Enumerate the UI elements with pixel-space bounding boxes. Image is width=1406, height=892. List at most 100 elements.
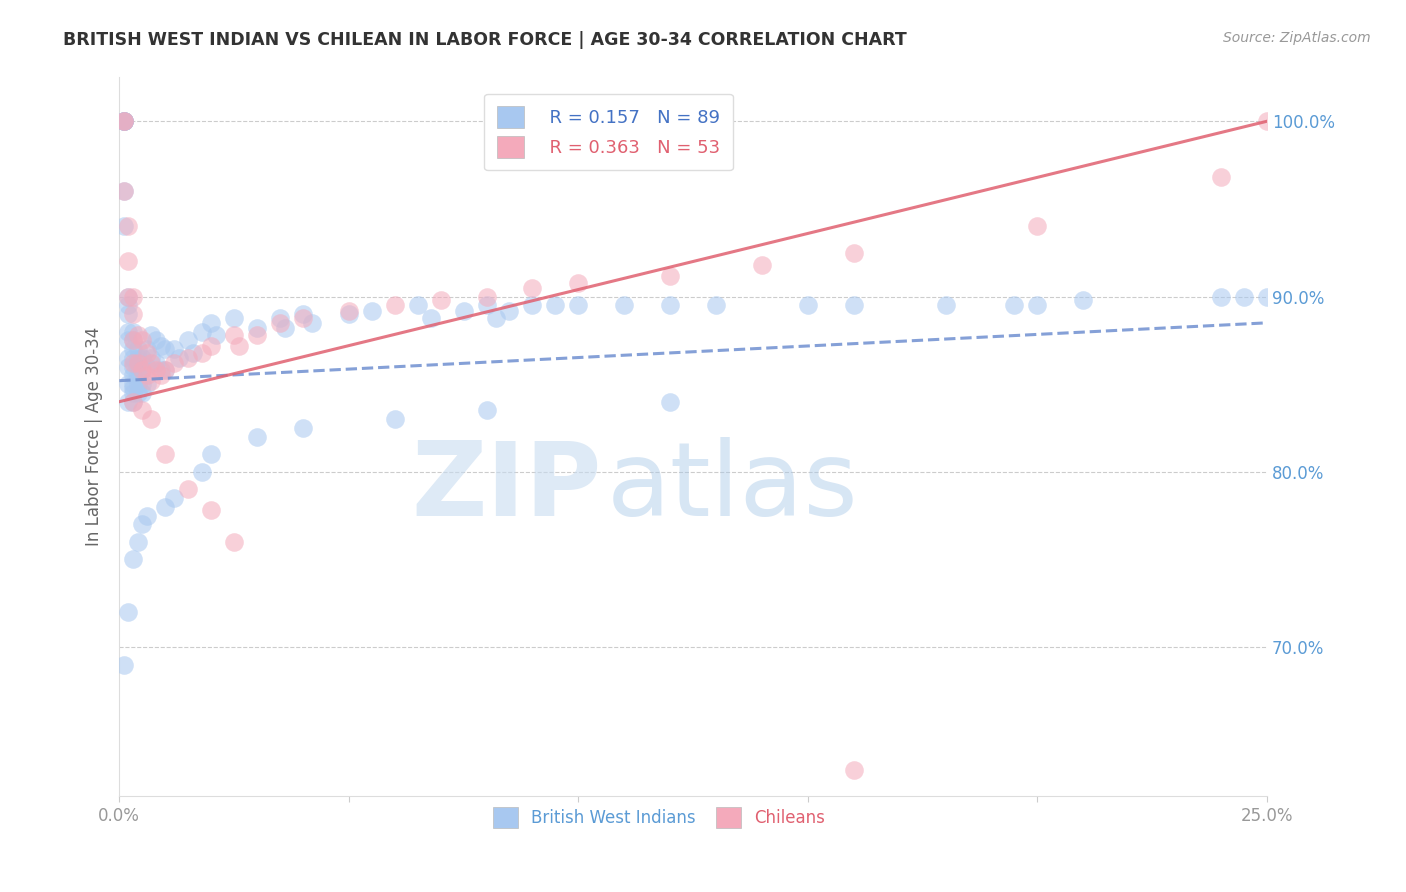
Point [122, 334, 145, 348]
Point [112, 114, 135, 128]
Point [191, 325, 214, 339]
Point [659, 394, 682, 409]
Point [704, 298, 727, 312]
Point [384, 298, 406, 312]
Point [246, 328, 269, 343]
Point [475, 403, 498, 417]
Point [131, 403, 153, 417]
Point [112, 114, 135, 128]
Point [153, 342, 176, 356]
Point [177, 351, 200, 365]
Point [567, 276, 589, 290]
Text: Source: ZipAtlas.com: Source: ZipAtlas.com [1223, 31, 1371, 45]
Point [127, 342, 149, 356]
Point [246, 321, 269, 335]
Point [177, 483, 200, 497]
Point [613, 298, 636, 312]
Point [337, 303, 360, 318]
Point [117, 394, 139, 409]
Text: atlas: atlas [607, 436, 859, 538]
Point [122, 381, 145, 395]
Point [127, 368, 149, 383]
Point [122, 394, 145, 409]
Point [122, 394, 145, 409]
Point [112, 114, 135, 128]
Point [222, 310, 245, 325]
Point [429, 293, 451, 307]
Point [269, 316, 291, 330]
Point [522, 281, 544, 295]
Point [112, 114, 135, 128]
Point [112, 114, 135, 128]
Point [567, 298, 589, 312]
Point [117, 254, 139, 268]
Point [751, 258, 773, 272]
Point [131, 386, 153, 401]
Point [659, 298, 682, 312]
Point [1209, 170, 1232, 185]
Point [149, 338, 172, 352]
Point [122, 289, 145, 303]
Point [222, 328, 245, 343]
Point [131, 334, 153, 348]
Point [475, 289, 498, 303]
Point [291, 307, 314, 321]
Point [117, 298, 139, 312]
Point [842, 763, 865, 777]
Point [141, 412, 163, 426]
Point [135, 359, 157, 374]
Point [149, 363, 172, 377]
Point [200, 316, 222, 330]
Point [112, 114, 135, 128]
Point [200, 503, 222, 517]
Point [112, 185, 135, 199]
Point [135, 377, 157, 392]
Point [112, 657, 135, 672]
Y-axis label: In Labor Force | Age 30-34: In Labor Force | Age 30-34 [86, 327, 103, 547]
Point [122, 386, 145, 401]
Point [842, 245, 865, 260]
Point [117, 377, 139, 392]
Point [127, 356, 149, 370]
Point [117, 219, 139, 234]
Point [127, 351, 149, 365]
Point [112, 114, 135, 128]
Point [269, 310, 291, 325]
Point [406, 298, 429, 312]
Point [117, 307, 139, 321]
Point [1026, 298, 1049, 312]
Point [291, 310, 314, 325]
Point [117, 289, 139, 303]
Point [127, 386, 149, 401]
Point [149, 368, 172, 383]
Point [122, 342, 145, 356]
Point [167, 351, 190, 365]
Point [127, 359, 149, 374]
Point [122, 359, 145, 374]
Point [122, 334, 145, 348]
Point [131, 363, 153, 377]
Point [117, 334, 139, 348]
Point [291, 421, 314, 435]
Text: BRITISH WEST INDIAN VS CHILEAN IN LABOR FORCE | AGE 30-34 CORRELATION CHART: BRITISH WEST INDIAN VS CHILEAN IN LABOR … [63, 31, 907, 49]
Point [141, 328, 163, 343]
Legend: British West Indians, Chileans: British West Indians, Chileans [486, 801, 831, 835]
Point [384, 412, 406, 426]
Point [200, 338, 222, 352]
Point [141, 374, 163, 388]
Point [127, 535, 149, 549]
Point [273, 321, 295, 335]
Point [131, 517, 153, 532]
Point [222, 535, 245, 549]
Point [135, 345, 157, 359]
Point [191, 465, 214, 479]
Point [485, 310, 508, 325]
Point [122, 368, 145, 383]
Point [935, 298, 957, 312]
Point [127, 328, 149, 343]
Point [131, 363, 153, 377]
Point [204, 328, 226, 343]
Point [842, 298, 865, 312]
Point [112, 114, 135, 128]
Point [122, 307, 145, 321]
